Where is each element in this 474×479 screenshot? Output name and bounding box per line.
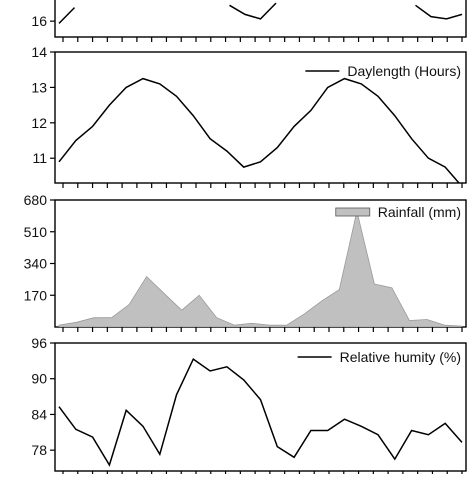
y-tick-label: 14 [31, 44, 47, 60]
y-tick-label: 170 [24, 287, 48, 303]
y-tick-label: 680 [24, 192, 48, 208]
rainfall-area [59, 211, 462, 327]
y-tick-label: 84 [31, 406, 47, 422]
y-tick-label: 13 [31, 79, 47, 95]
y-tick-label: 96 [31, 335, 47, 351]
chart-panel-1: 16 [31, 0, 466, 42]
series-line [59, 8, 75, 24]
y-tick-label: 12 [31, 115, 47, 131]
y-tick-label: 510 [24, 224, 48, 240]
series-line [59, 79, 462, 187]
legend-label: Daylength (Hours) [347, 63, 461, 79]
series-line [416, 5, 463, 19]
legend-swatch [336, 208, 370, 216]
y-tick-label: 90 [31, 371, 47, 387]
series-line [59, 359, 462, 465]
legend-label: Relative humity (%) [340, 349, 461, 365]
chart-panel-3: 170 340 510 680 Rainfall (mm) [24, 192, 466, 332]
y-tick-label: 16 [31, 13, 47, 29]
y-tick-label: 78 [31, 442, 47, 458]
y-tick-label: 340 [24, 256, 48, 272]
series-line [230, 3, 277, 19]
legend-label: Rainfall (mm) [378, 204, 461, 220]
chart-panel-4: 78 84 90 96 Relative humity (%) [31, 335, 466, 474]
y-tick-label: 11 [32, 150, 47, 166]
chart-panel-2: 11 12 13 14 Daylength (Hours) [31, 44, 466, 188]
